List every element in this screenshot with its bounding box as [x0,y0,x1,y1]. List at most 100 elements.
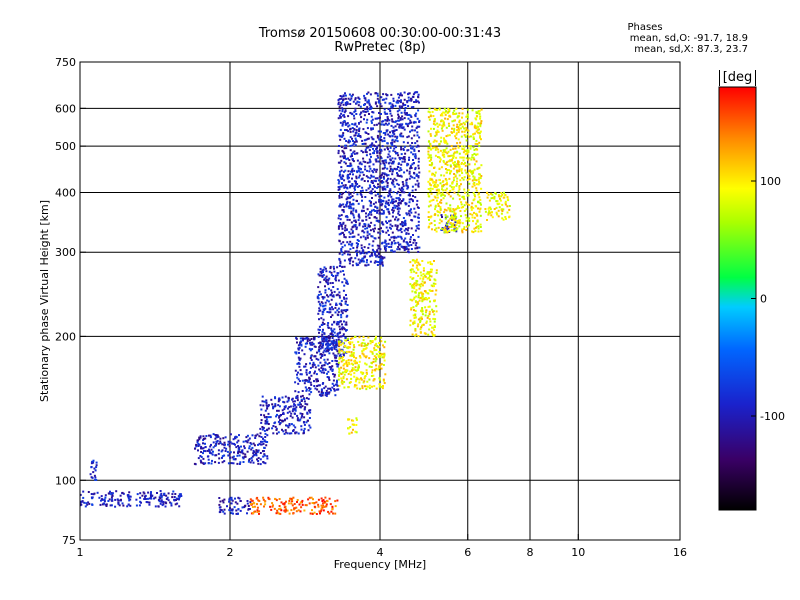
echo-point [343,386,346,389]
echo-point [339,95,342,97]
echo-point [438,123,441,126]
echo-point [241,456,244,459]
echo-point [363,255,366,258]
echo-point [480,122,483,125]
echo-point [417,318,420,321]
echo-point [415,258,418,261]
echo-point [374,344,377,347]
echo-point [444,110,447,113]
echo-point [258,510,261,513]
echo-point [345,147,348,150]
echo-point [343,273,345,276]
echo-point [414,196,417,199]
echo-point [413,259,416,262]
echo-point [392,100,395,102]
echo-point [488,206,491,209]
echo-point [312,498,314,501]
echo-point [381,167,384,170]
echo-point [365,363,368,366]
echo-point [413,322,416,324]
echo-point [471,156,474,159]
echo-point [341,124,344,127]
echo-point [451,214,454,217]
echo-point [479,226,482,228]
echo-point [339,335,342,338]
echo-point [430,330,433,333]
echo-point [418,119,421,122]
echo-point [414,309,417,312]
echo-point [311,363,314,366]
echo-point [339,192,341,195]
echo-point [352,225,355,228]
echo-point [241,451,244,454]
echo-point [403,222,406,225]
echo-point [362,225,365,228]
echo-point [397,204,400,207]
echo-point [380,363,383,366]
echo-point [343,309,345,312]
echo-point [454,221,457,224]
echo-point [345,144,348,147]
echo-point [486,196,489,199]
echo-point [337,227,340,230]
echo-point [352,140,354,142]
echo-point [430,127,432,130]
echo-point [385,173,388,176]
echo-point [328,307,331,310]
echo-point [290,432,293,435]
echo-point [465,120,468,123]
echo-point [387,122,390,125]
echo-point [377,117,380,120]
echo-point [230,462,233,465]
echo-point [440,214,443,217]
echo-point [274,421,277,424]
echo-point [338,114,341,117]
echo-point [405,122,408,125]
echo-point [305,397,308,400]
echo-point [399,118,402,121]
echo-point [463,226,466,229]
echo-point [420,274,423,277]
echo-point [405,112,408,115]
echo-point [227,454,230,457]
echo-point [351,236,354,238]
echo-point [313,363,316,366]
echo-point [393,250,396,253]
echo-point [365,189,368,192]
echo-point [340,313,343,316]
echo-point [341,359,344,362]
echo-point [462,195,465,198]
echo-point [210,462,213,465]
echo-point [398,156,401,159]
echo-point [472,136,475,139]
echo-point [291,504,294,507]
echo-point [501,203,504,206]
echo-point [465,150,467,153]
echo-point [357,364,360,367]
echo-point [428,111,431,114]
echo-point [352,198,355,201]
echo-point [302,339,304,342]
echo-point [100,495,103,498]
echo-point [416,134,419,137]
echo-point [395,101,398,104]
echo-point [501,210,504,212]
echo-point [348,193,351,196]
echo-point [414,153,417,156]
echo-point [335,388,338,391]
echo-point [417,294,420,297]
echo-point [251,506,254,508]
echo-point [126,505,129,508]
echo-point [364,225,367,227]
echo-point [255,449,258,452]
echo-point [462,178,465,181]
echo-point [289,415,292,418]
echo-point [386,117,389,120]
echo-point [148,501,151,504]
echo-point [246,450,249,453]
echo-point [459,141,462,144]
echo-point [445,209,448,212]
echo-point [375,123,378,126]
echo-point [391,142,394,144]
echo-point [470,170,473,173]
